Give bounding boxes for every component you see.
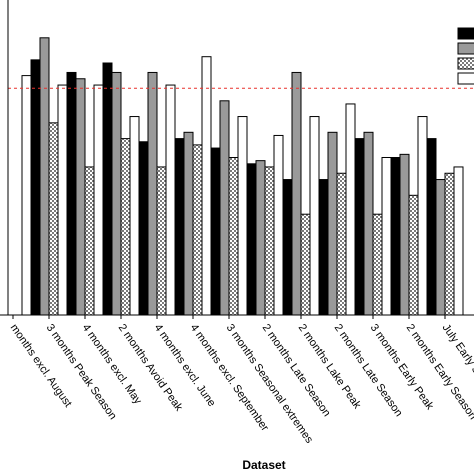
bar-series-3-category-5 <box>156 166 167 316</box>
bar-series-4-category-9 <box>309 116 320 316</box>
bar-series-3-category-12 <box>408 194 419 316</box>
bar-series-2-category-13 <box>435 179 446 316</box>
bar-series-3-category-4 <box>120 138 131 316</box>
bar-series-2-category-2 <box>39 37 50 316</box>
bar-series-1-category-13 <box>426 138 437 316</box>
legend-swatch-4 <box>457 72 474 85</box>
bar-series-1-category-6 <box>174 138 185 316</box>
bar-series-4-category-12 <box>417 116 428 316</box>
bar-series-2-category-10 <box>327 131 338 316</box>
bar-series-3-category-7 <box>228 157 239 316</box>
bar-series-4-category-10 <box>345 103 356 316</box>
bar-series-3-category-3 <box>84 166 95 316</box>
bar-series-2-category-7 <box>219 100 230 316</box>
bar-series-1-category-2 <box>30 59 41 316</box>
legend-swatch-1 <box>457 27 474 40</box>
bar-series-4-category-4 <box>129 116 140 316</box>
bar-series-3-category-13 <box>444 172 455 316</box>
bar-series-2-category-3 <box>75 78 86 316</box>
bar-series-3-category-11 <box>372 213 383 316</box>
bar-series-1-category-9 <box>282 179 293 316</box>
bar-series-4-category-3 <box>93 84 104 316</box>
bar-series-4-category-13 <box>453 166 464 316</box>
x-ticks-layer <box>12 315 446 319</box>
legend <box>457 27 474 85</box>
bar-series-3-category-10 <box>336 172 347 316</box>
bar-series-3-category-6 <box>192 144 203 316</box>
bar-series-1-category-3 <box>66 71 77 316</box>
bar-series-3-category-9 <box>300 213 311 316</box>
bar-series-1-category-8 <box>246 163 257 316</box>
bar-series-1-category-12 <box>390 157 401 316</box>
bar-series-2-category-5 <box>147 71 158 316</box>
bar-series-2-category-9 <box>291 71 302 316</box>
x-axis-title: Dataset <box>242 458 285 472</box>
legend-swatch-2 <box>457 42 474 55</box>
bar-series-1-category-11 <box>354 138 365 316</box>
bar-series-2-category-12 <box>399 153 410 316</box>
bar-series-4-category-2 <box>57 84 68 316</box>
bar-series-4-category-7 <box>237 116 248 316</box>
bar-series-4-category-5 <box>165 84 176 316</box>
bar-series-2-category-4 <box>111 71 122 316</box>
bar-series-1-category-4 <box>102 62 113 316</box>
bar-series-2-category-8 <box>255 160 266 316</box>
bar-series-3-category-8 <box>264 166 275 316</box>
legend-swatch-3 <box>457 57 474 70</box>
bar-series-3-category-2 <box>48 122 59 316</box>
bar-series-4-category-6 <box>201 56 212 316</box>
bar-series-1-category-5 <box>138 141 149 316</box>
bar-series-1-category-7 <box>210 147 221 316</box>
bar-series-2-category-6 <box>183 131 194 316</box>
bar-series-1-category-10 <box>318 179 329 316</box>
bar-series-4-category-8 <box>273 134 284 316</box>
bar-series-4-category-11 <box>381 157 392 316</box>
bar-series-2-category-11 <box>363 131 374 316</box>
bar-series-4-category-1 <box>21 75 32 316</box>
